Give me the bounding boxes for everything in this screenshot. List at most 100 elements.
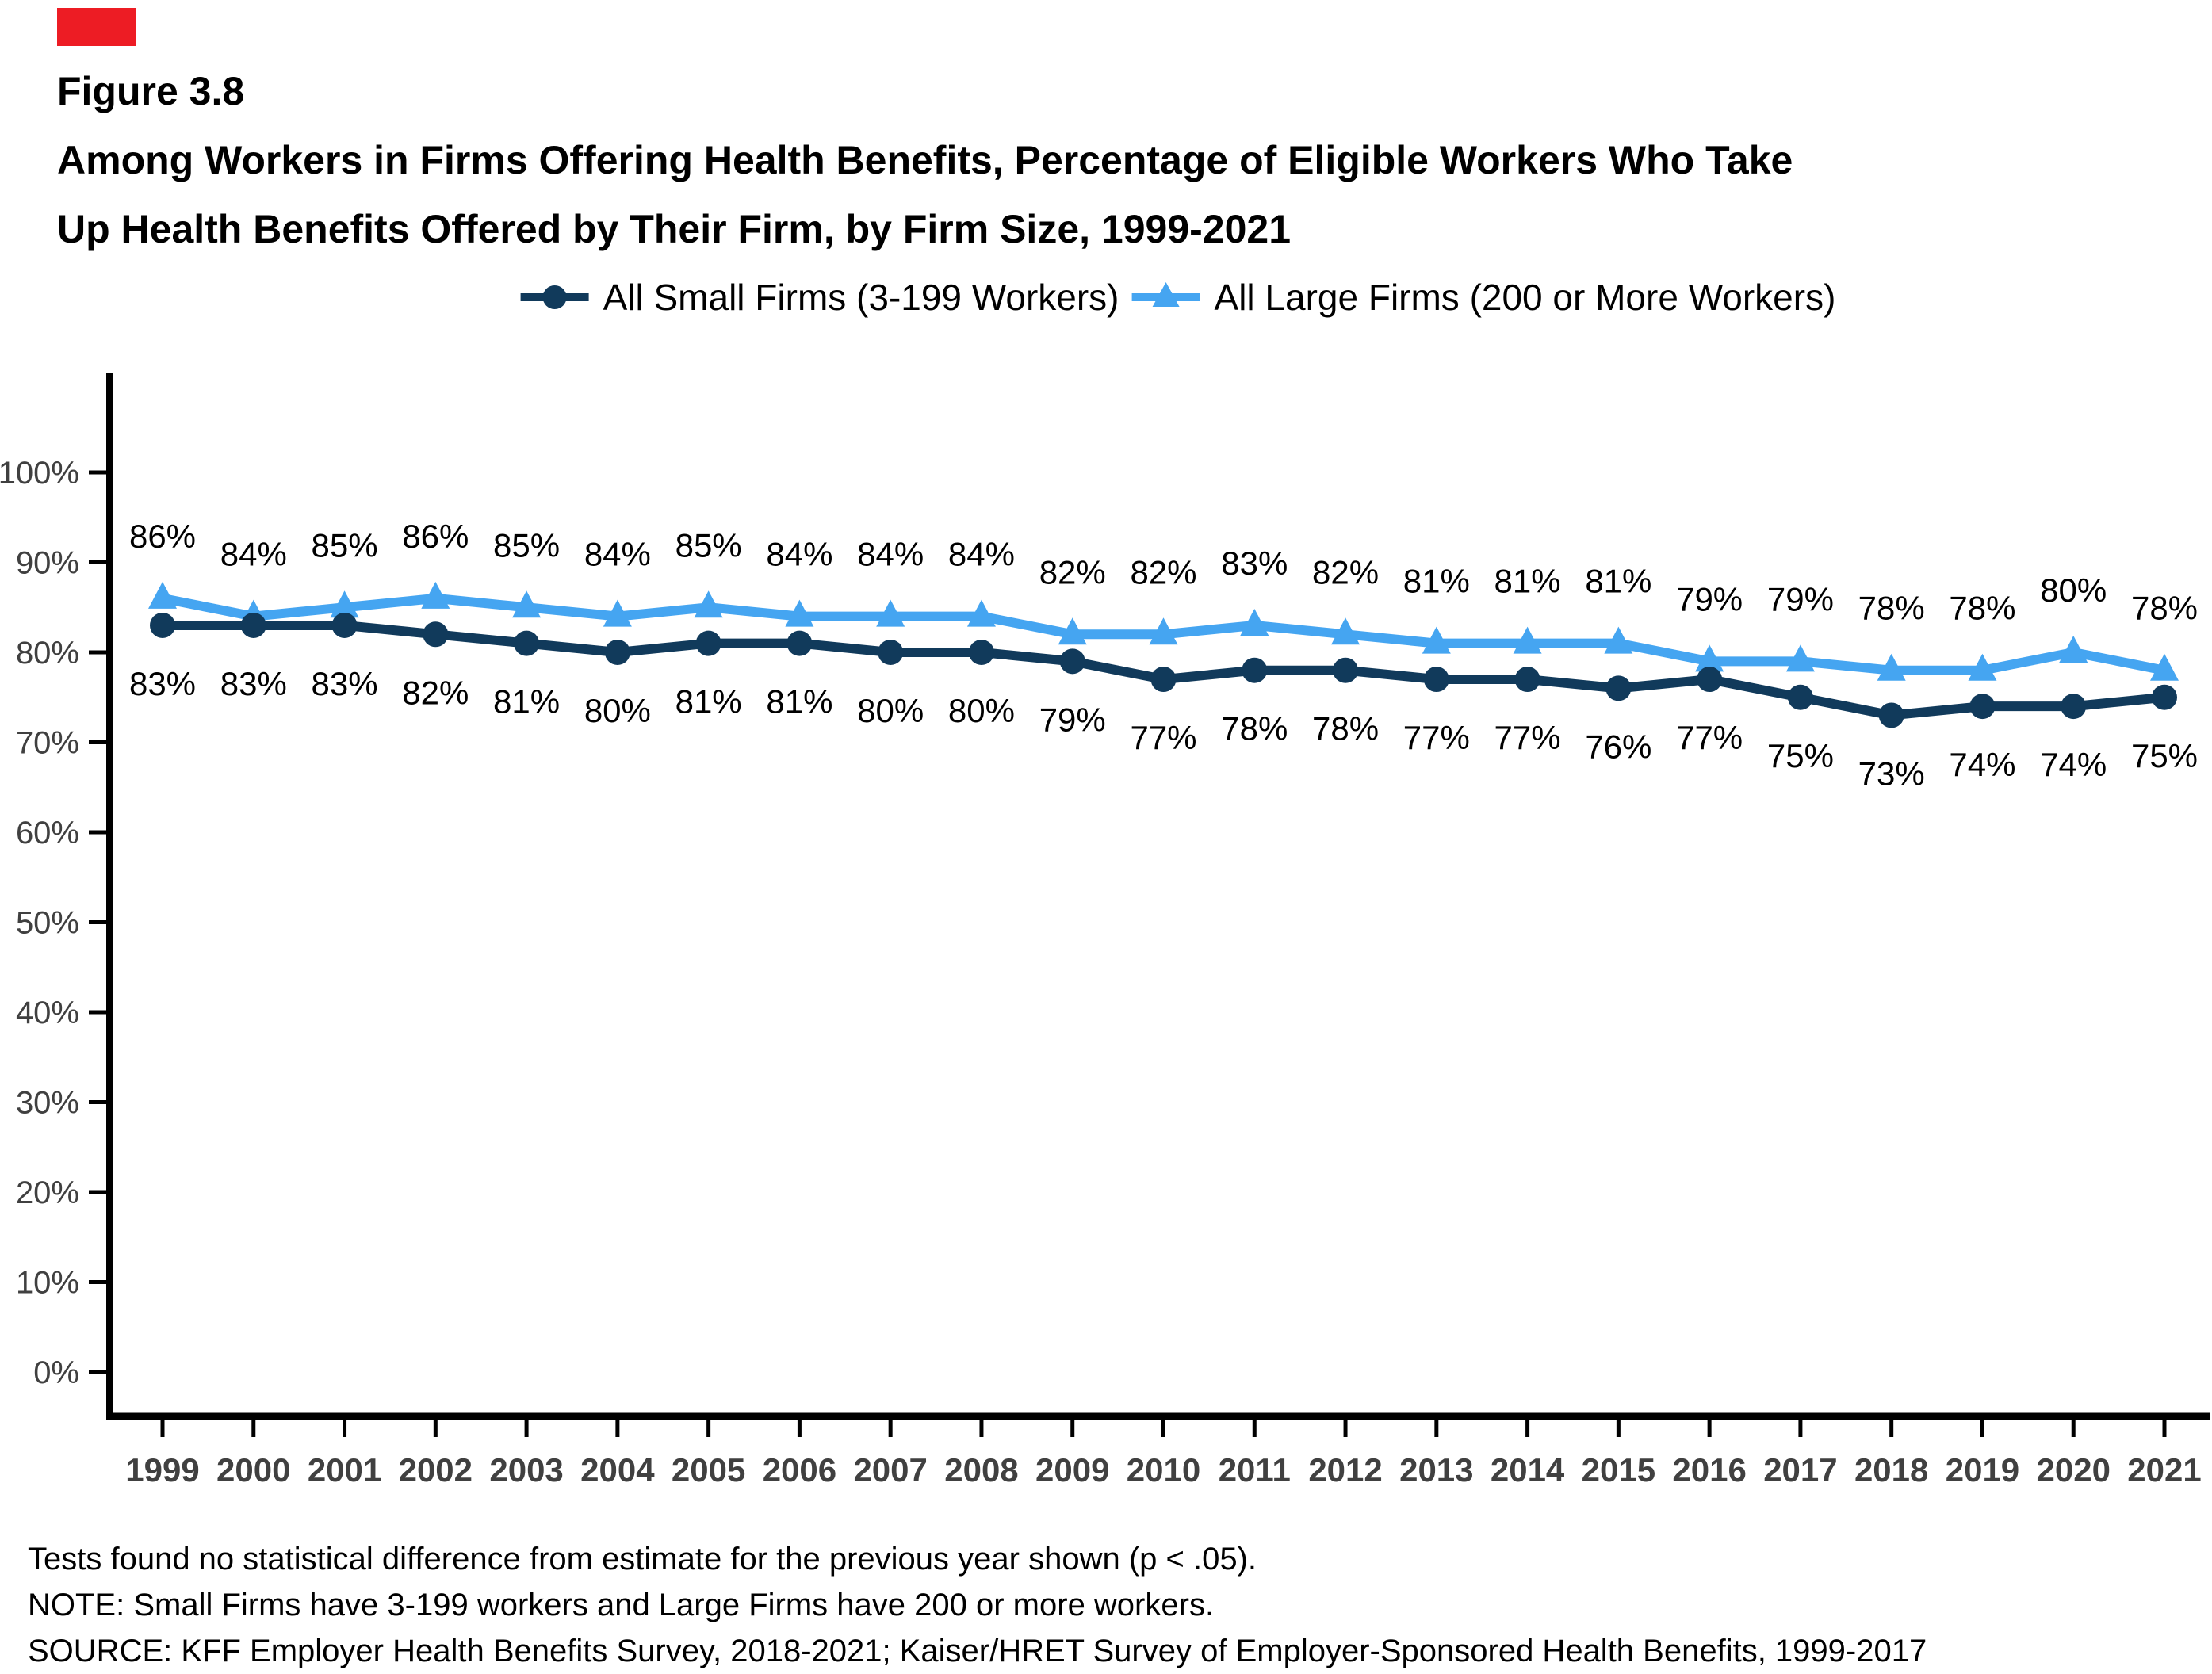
data-point-marker-large-firms xyxy=(785,599,814,627)
data-point-label-large-firms: 85% xyxy=(312,526,378,564)
x-axis-tick-label: 2001 xyxy=(308,1451,381,1489)
data-point-label-small-firms: 80% xyxy=(584,692,651,729)
data-point-marker-large-firms xyxy=(694,590,723,618)
data-point-label-large-firms: 81% xyxy=(1403,563,1470,600)
y-axis-tick-label: 80% xyxy=(16,636,79,671)
y-axis-tick-label: 70% xyxy=(16,726,79,761)
data-point-marker-large-firms xyxy=(966,599,996,627)
data-point-label-large-firms: 84% xyxy=(584,536,651,573)
small-firms-line-circle-icon xyxy=(519,278,591,316)
x-axis-tick-label: 2008 xyxy=(944,1451,1018,1489)
brand-mark xyxy=(57,8,136,46)
data-point-label-large-firms: 78% xyxy=(2131,590,2198,627)
data-point-label-large-firms: 82% xyxy=(1312,553,1379,590)
data-point-marker-large-firms xyxy=(2059,636,2088,663)
data-point-marker-small-firms xyxy=(604,640,630,665)
data-point-marker-large-firms xyxy=(1240,608,1269,636)
data-point-marker-large-firms xyxy=(1422,626,1451,654)
data-point-marker-small-firms xyxy=(423,621,449,648)
data-point-marker-small-firms xyxy=(1969,694,1996,720)
data-point-marker-large-firms xyxy=(330,590,359,618)
data-point-label-large-firms: 86% xyxy=(129,518,196,555)
x-axis-tick-label: 2021 xyxy=(2127,1451,2201,1489)
data-point-marker-large-firms xyxy=(1604,626,1633,654)
data-point-label-small-firms: 77% xyxy=(1676,719,1743,756)
x-axis-tick-label: 2011 xyxy=(1219,1451,1291,1489)
data-point-marker-small-firms xyxy=(1605,675,1632,701)
y-axis-tick-label: 20% xyxy=(16,1175,79,1210)
x-axis-tick-label: 1999 xyxy=(125,1451,199,1489)
data-point-marker-small-firms xyxy=(514,630,540,656)
data-point-marker-small-firms xyxy=(968,640,994,665)
data-point-label-large-firms: 84% xyxy=(220,536,287,573)
data-point-label-small-firms: 77% xyxy=(1494,719,1561,756)
legend-marker-svg xyxy=(520,285,589,309)
data-point-marker-small-firms xyxy=(240,612,266,638)
data-point-label-small-firms: 78% xyxy=(1221,710,1288,747)
x-axis-tick-label: 2004 xyxy=(580,1451,655,1489)
data-point-label-small-firms: 77% xyxy=(1130,719,1196,756)
x-axis-tick-label: 2019 xyxy=(1946,1451,2019,1489)
data-point-marker-large-firms xyxy=(1785,644,1815,672)
x-axis-tick-label: 2018 xyxy=(1854,1451,1928,1489)
x-axis-tick-label: 2005 xyxy=(672,1451,745,1489)
figure-label: Figure 3.8 xyxy=(57,69,245,113)
data-point-marker-small-firms xyxy=(331,612,358,638)
footnotes: Tests found no statistical difference fr… xyxy=(28,1536,1927,1674)
data-point-label-large-firms: 81% xyxy=(1585,563,1651,600)
data-point-label-small-firms: 81% xyxy=(493,683,560,720)
x-axis-tick-label: 2020 xyxy=(2037,1451,2111,1489)
data-point-marker-large-firms xyxy=(1877,653,1906,681)
data-point-marker-small-firms xyxy=(2152,684,2177,710)
footnote-source: SOURCE: KFF Employer Health Benefits Sur… xyxy=(28,1634,1927,1668)
chart-title-line-1: Among Workers in Firms Offering Health B… xyxy=(57,138,1793,182)
x-axis-tick-label: 2003 xyxy=(489,1451,563,1489)
data-point-label-large-firms: 83% xyxy=(1221,545,1288,582)
y-axis-tick-label: 10% xyxy=(16,1266,79,1301)
data-point-label-large-firms: 85% xyxy=(675,526,742,564)
data-point-label-large-firms: 84% xyxy=(948,536,1015,573)
data-point-label-small-firms: 83% xyxy=(129,665,196,702)
y-axis-tick-label: 30% xyxy=(16,1086,79,1121)
data-point-marker-small-firms xyxy=(1242,657,1268,683)
data-point-marker-large-firms xyxy=(876,599,905,627)
data-point-marker-large-firms xyxy=(1695,644,1724,672)
x-axis-tick-label: 2017 xyxy=(1763,1451,1837,1489)
x-axis-tick-label: 2000 xyxy=(216,1451,290,1489)
data-point-label-large-firms: 82% xyxy=(1130,553,1196,590)
data-point-marker-small-firms xyxy=(786,630,813,656)
y-axis-tick-label: 0% xyxy=(33,1355,79,1390)
data-point-marker-small-firms xyxy=(695,630,721,656)
data-point-label-large-firms: 79% xyxy=(1767,580,1834,617)
data-point-marker-small-firms xyxy=(1150,667,1177,693)
large-firms-line-triangle-icon xyxy=(1131,278,1202,316)
legend-label-large-firms: All Large Firms (200 or More Workers) xyxy=(1214,277,1836,318)
legend-label-small-firms: All Small Firms (3-199 Workers) xyxy=(603,277,1119,318)
data-point-label-small-firms: 81% xyxy=(675,683,742,720)
data-point-marker-large-firms xyxy=(1513,626,1542,654)
data-point-label-large-firms: 81% xyxy=(1494,563,1561,600)
y-axis-tick-label: 40% xyxy=(16,996,79,1030)
data-point-label-large-firms: 85% xyxy=(493,526,560,564)
data-point-label-large-firms: 78% xyxy=(1858,590,1925,627)
legend-item-large-firms: All Large Firms (200 or More Workers) xyxy=(1131,276,1836,319)
data-point-marker-large-firms xyxy=(1149,617,1178,645)
y-axis-tick-label: 100% xyxy=(0,456,79,491)
x-axis-tick-label: 2012 xyxy=(1308,1451,1382,1489)
y-axis-tick-label: 90% xyxy=(16,546,79,581)
legend: All Small Firms (3-199 Workers) All Larg… xyxy=(519,276,1836,319)
data-point-label-large-firms: 78% xyxy=(1949,590,2015,627)
data-point-marker-small-firms xyxy=(2061,694,2087,720)
circle-marker-icon xyxy=(542,285,567,309)
data-point-label-large-firms: 82% xyxy=(1039,553,1106,590)
data-point-label-large-firms: 84% xyxy=(766,536,832,573)
x-axis-tick-label: 2015 xyxy=(1582,1451,1655,1489)
x-axis-tick-label: 2006 xyxy=(763,1451,836,1489)
data-point-marker-small-firms xyxy=(1423,667,1449,693)
data-point-marker-small-firms xyxy=(878,640,904,665)
data-point-marker-large-firms xyxy=(148,581,177,609)
data-point-label-small-firms: 82% xyxy=(402,674,469,711)
x-axis-tick-label: 2013 xyxy=(1399,1451,1473,1489)
